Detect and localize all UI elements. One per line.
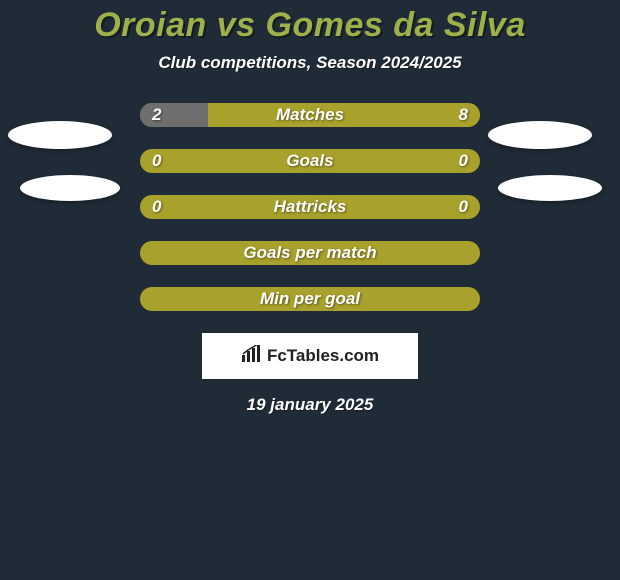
brand-box: FcTables.com <box>202 333 418 379</box>
stat-value-left: 2 <box>152 103 161 127</box>
stat-value-right: 0 <box>459 149 468 173</box>
stat-label: Hattricks <box>140 195 480 219</box>
page-title: Oroian vs Gomes da Silva <box>0 0 620 45</box>
player-left-ellipse-1 <box>8 121 112 149</box>
stats-area: Matches28Goals00Hattricks00Goals per mat… <box>0 103 620 311</box>
stat-label: Min per goal <box>140 287 480 311</box>
stat-label: Goals per match <box>140 241 480 265</box>
stat-row: Hattricks0 0 <box>140 195 480 219</box>
brand-inner: FcTables.com <box>241 345 379 368</box>
stat-value-right: 8 <box>459 103 468 127</box>
stat-value-right: 0 <box>459 195 468 219</box>
bars-container: Matches28Goals00Hattricks00Goals per mat… <box>140 103 480 311</box>
brand-text: FcTables.com <box>267 346 379 366</box>
stat-row: Goals per match <box>140 241 480 265</box>
stat-label: Matches <box>140 103 480 127</box>
player-right-ellipse-2 <box>498 175 602 201</box>
date-line: 19 january 2025 <box>0 395 620 415</box>
player-right-ellipse-1 <box>488 121 592 149</box>
stat-row: Matches2 8 <box>140 103 480 127</box>
player-left-ellipse-2 <box>20 175 120 201</box>
stat-row: Min per goal <box>140 287 480 311</box>
stat-value-left: 0 <box>152 149 161 173</box>
chart-icon <box>241 345 263 368</box>
infographic-canvas: Oroian vs Gomes da Silva Club competitio… <box>0 0 620 580</box>
stat-label: Goals <box>140 149 480 173</box>
stat-row: Goals0 0 <box>140 149 480 173</box>
subtitle: Club competitions, Season 2024/2025 <box>0 53 620 73</box>
stat-value-left: 0 <box>152 195 161 219</box>
